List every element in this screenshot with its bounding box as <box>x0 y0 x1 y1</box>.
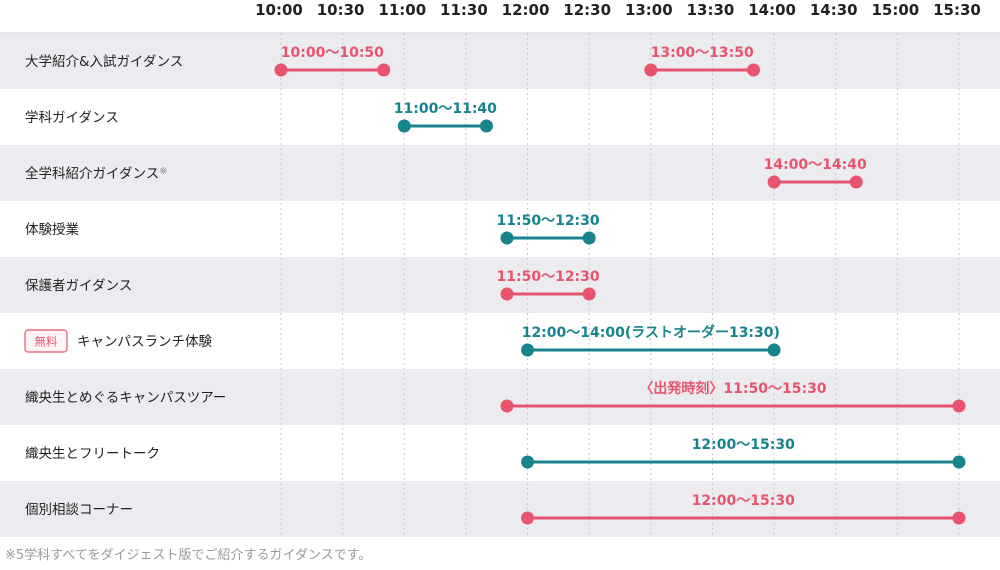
bar-time-label: 11:50〜12:30 <box>497 269 600 285</box>
time-tick-label: 14:00 <box>748 1 796 19</box>
row-label: 体験授業 <box>25 222 79 238</box>
row-band <box>0 481 1000 537</box>
bar-time-label: 12:00〜14:00(ラストオーダー13:30) <box>522 324 780 341</box>
bar-start-dot <box>644 63 658 77</box>
bar-start-dot <box>500 399 514 413</box>
schedule-bar: 12:00〜14:00(ラストオーダー13:30) <box>521 324 781 357</box>
bar-end-dot <box>767 343 781 357</box>
time-tick-label: 15:30 <box>933 1 981 19</box>
bar-end-dot <box>747 63 761 77</box>
schedule-bar: 11:00〜11:40 <box>394 101 497 133</box>
bar-start-dot <box>500 287 514 301</box>
bar-start-dot <box>397 119 411 133</box>
bar-start-dot <box>274 63 288 77</box>
row-label: 保護者ガイダンス <box>25 278 132 294</box>
bar-end-dot <box>952 455 966 469</box>
bar-time-label: 12:00〜15:30 <box>692 437 795 453</box>
bar-time-label: 12:00〜15:30 <box>692 493 795 509</box>
bar-end-dot <box>849 175 863 189</box>
bar-start-dot <box>521 455 535 469</box>
time-tick-label: 15:00 <box>871 1 919 19</box>
schedule-bar: 13:00〜13:50 <box>644 45 761 77</box>
row-label: 個別相談コーナー <box>25 502 133 518</box>
schedule-bar: 〈出発時刻〉11:50〜15:30 <box>500 380 966 413</box>
schedule-bar: 12:00〜15:30 <box>521 493 966 525</box>
row-label: 全学科紹介ガイダンス※ <box>25 165 168 182</box>
footnote: ※5学科すべてをダイジェスト版でご紹介するガイダンスです。 <box>5 547 371 563</box>
time-tick-label: 11:00 <box>378 1 426 19</box>
free-badge: 無料 <box>24 329 68 353</box>
schedule-bar: 14:00〜14:40 <box>764 157 867 189</box>
bar-start-dot <box>500 231 514 245</box>
bar-end-dot <box>582 287 596 301</box>
bar-end-dot <box>582 231 596 245</box>
bar-time-label: 11:00〜11:40 <box>394 101 497 117</box>
svg-text:無料: 無料 <box>35 335 58 349</box>
row-band <box>0 33 1000 89</box>
schedule-bar: 10:00〜10:50 <box>274 45 391 77</box>
row-band <box>0 369 1000 425</box>
bar-start-dot <box>521 511 535 525</box>
row-band <box>0 145 1000 201</box>
row-label: 織央生とフリートーク <box>25 446 160 462</box>
bar-end-dot <box>377 63 391 77</box>
time-tick-label: 10:00 <box>255 1 303 19</box>
time-tick-label: 10:30 <box>317 1 365 19</box>
bar-time-label: 10:00〜10:50 <box>281 45 384 61</box>
row-label: 学科ガイダンス <box>25 110 119 126</box>
row-label: キャンパスランチ体験 <box>77 334 212 350</box>
schedule-bar: 11:50〜12:30 <box>497 213 600 245</box>
row-label: 織央生とめぐるキャンパスツアー <box>25 390 226 406</box>
bar-start-dot <box>521 343 535 357</box>
schedule-bar: 11:50〜12:30 <box>497 269 600 301</box>
time-tick-label: 13:00 <box>625 1 673 19</box>
time-tick-label: 12:00 <box>502 1 550 19</box>
time-tick-label: 13:30 <box>687 1 735 19</box>
time-tick-label: 12:30 <box>563 1 611 19</box>
bar-start-dot <box>767 175 781 189</box>
bar-time-label: 13:00〜13:50 <box>651 45 754 61</box>
bar-end-dot <box>952 511 966 525</box>
row-band <box>0 257 1000 313</box>
bar-end-dot <box>479 119 493 133</box>
time-tick-label: 11:30 <box>440 1 488 19</box>
row-label: 大学紹介&入試ガイダンス <box>25 54 183 70</box>
note-mark: ※ <box>159 166 167 177</box>
bar-time-label: 11:50〜12:30 <box>497 213 600 229</box>
bar-time-label: 〈出発時刻〉11:50〜15:30 <box>639 380 826 397</box>
schedule-bar: 12:00〜15:30 <box>521 437 966 469</box>
bar-end-dot <box>952 399 966 413</box>
bar-time-label: 14:00〜14:40 <box>764 157 867 173</box>
time-tick-label: 14:30 <box>810 1 858 19</box>
